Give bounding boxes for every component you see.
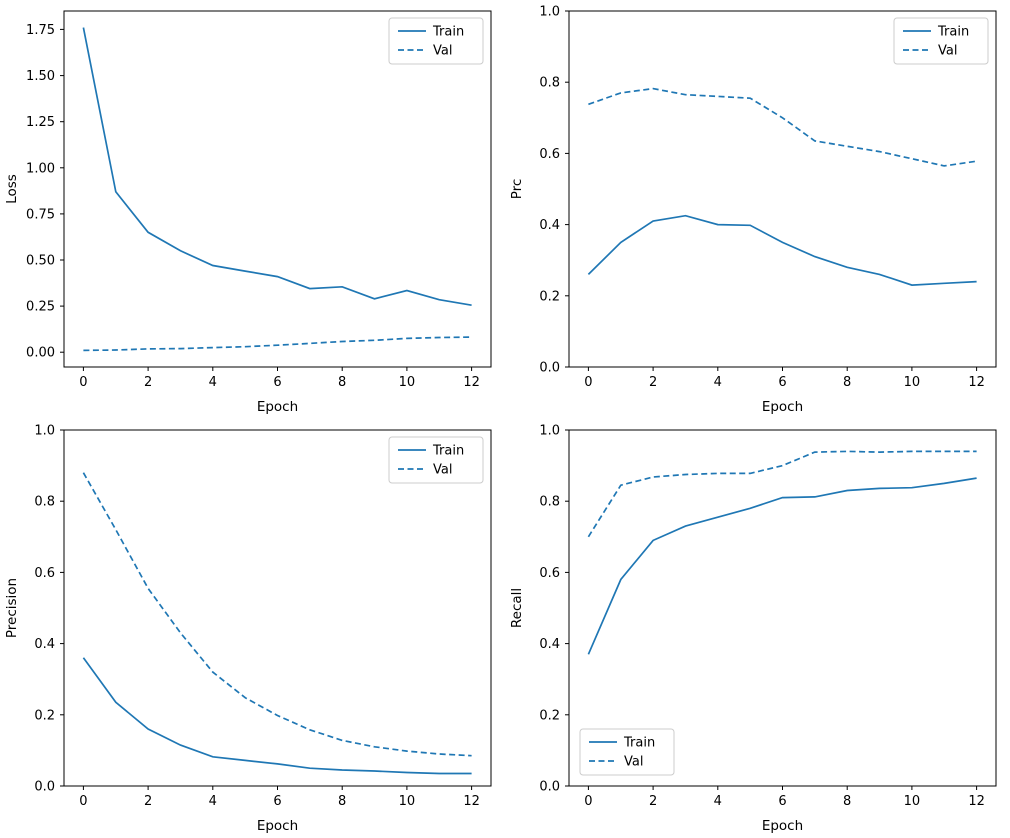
x-tick-label: 6: [778, 794, 786, 809]
legend-box: [893, 17, 989, 65]
loss-chart: 0 2 4 6 8 10 12 0.00 0.25 0.50 0.75 1.00 1.25 1.50 1.7…: [4, 10, 492, 415]
y-tick-label: 0.6: [539, 566, 560, 581]
x-axis-label: Epoch: [762, 818, 803, 834]
x-tick-label: 6: [273, 794, 281, 809]
x-tick-label: 12: [463, 794, 480, 809]
x-tick-label: 2: [649, 375, 657, 390]
recall-chart: 0 2 4 6 8 10 12 0.0 0.2 0.4 0.6 0.8 1.0 Epoch Recall Tr…: [509, 424, 997, 834]
y-tick-label: 0.75: [26, 207, 55, 222]
legend-train-label: Train: [937, 25, 969, 40]
x-tick-label: 2: [649, 794, 657, 809]
train-line: [82, 657, 472, 775]
y-tick-label: 1.0: [539, 424, 560, 439]
y-tick-label: 0.4: [539, 218, 560, 233]
legend-box: [579, 728, 675, 776]
y-axis-label: Prc: [509, 179, 525, 200]
y-tick-label: 0.2: [539, 289, 560, 304]
x-tick-label: 0: [584, 375, 592, 390]
legend-train-label: Train: [432, 444, 464, 459]
x-tick-label: 2: [144, 375, 152, 390]
x-tick-label: 10: [904, 375, 921, 390]
x-tick-label: 12: [968, 375, 985, 390]
val-line: [588, 87, 977, 167]
x-tick-label: 4: [714, 794, 722, 809]
legend-box: [388, 436, 484, 484]
y-tick-label: 0.4: [34, 637, 55, 652]
prc-chart: 0 2 4 6 8 10 12 0.0 0.2 0.4 0.6 0.8 1.0 Epoch Prc Train…: [509, 5, 997, 415]
legend-val-label: Val: [624, 755, 643, 770]
y-tick-label: 0.8: [539, 495, 560, 510]
train-line: [587, 477, 977, 655]
y-tick-label: 0.0: [539, 361, 560, 376]
x-tick-label: 8: [338, 794, 346, 809]
y-tick-label: 0.2: [34, 708, 55, 723]
x-axis-label: Epoch: [257, 399, 298, 415]
y-tick-label: 0.4: [539, 637, 560, 652]
x-tick-label: 4: [209, 375, 217, 390]
y-tick-label: 0.0: [539, 780, 560, 795]
y-tick-label: 0.50: [26, 254, 55, 269]
train-line: [82, 27, 472, 307]
x-tick-label: 0: [584, 794, 592, 809]
y-axis-label: Precision: [4, 578, 20, 638]
y-axis-label: Loss: [4, 174, 20, 204]
x-tick-label: 10: [399, 794, 416, 809]
x-tick-label: 4: [714, 375, 722, 390]
y-tick-label: 1.25: [26, 115, 55, 130]
legend-train-label: Train: [623, 736, 655, 751]
y-tick-label: 0.8: [34, 495, 55, 510]
x-tick-label: 6: [778, 375, 786, 390]
x-tick-label: 4: [209, 794, 217, 809]
legend-val-label: Val: [433, 463, 452, 478]
y-tick-label: 1.50: [26, 69, 55, 84]
x-tick-label: 8: [843, 794, 851, 809]
x-tick-label: 2: [144, 794, 152, 809]
x-tick-label: 10: [399, 375, 416, 390]
x-tick-label: 6: [273, 375, 281, 390]
y-tick-label: 1.00: [26, 161, 55, 176]
x-tick-label: 0: [79, 794, 87, 809]
y-tick-label: 0.6: [34, 566, 55, 581]
y-tick-label: 0.25: [26, 300, 55, 315]
legend-train-label: Train: [432, 25, 464, 40]
x-tick-label: 0: [79, 375, 87, 390]
y-tick-label: 0.0: [34, 780, 55, 795]
y-axis-label: Recall: [509, 588, 525, 628]
val-line: [587, 450, 977, 538]
y-tick-label: 1.0: [34, 424, 55, 439]
x-tick-label: 10: [904, 794, 921, 809]
y-tick-label: 1.75: [26, 23, 55, 38]
x-axis-label: Epoch: [257, 818, 298, 834]
x-tick-label: 12: [968, 794, 985, 809]
x-tick-label: 8: [338, 375, 346, 390]
val-line: [83, 336, 472, 352]
x-tick-label: 8: [843, 375, 851, 390]
legend-val-label: Val: [938, 44, 957, 59]
x-tick-label: 12: [463, 375, 480, 390]
train-line: [587, 214, 977, 286]
legend-val-label: Val: [433, 44, 452, 59]
y-tick-label: 0.6: [539, 147, 560, 162]
y-tick-label: 0.8: [539, 76, 560, 91]
precision-chart: 0 2 4 6 8 10 12 0.0 0.2 0.4 0.6 0.8 1.0 Epoch Precisio…: [4, 424, 492, 834]
y-tick-label: 0.00: [26, 346, 55, 361]
y-tick-label: 1.0: [539, 5, 560, 20]
legend-box: [388, 17, 484, 65]
val-line: [82, 472, 472, 757]
y-tick-label: 0.2: [539, 708, 560, 723]
x-axis-label: Epoch: [762, 399, 803, 415]
